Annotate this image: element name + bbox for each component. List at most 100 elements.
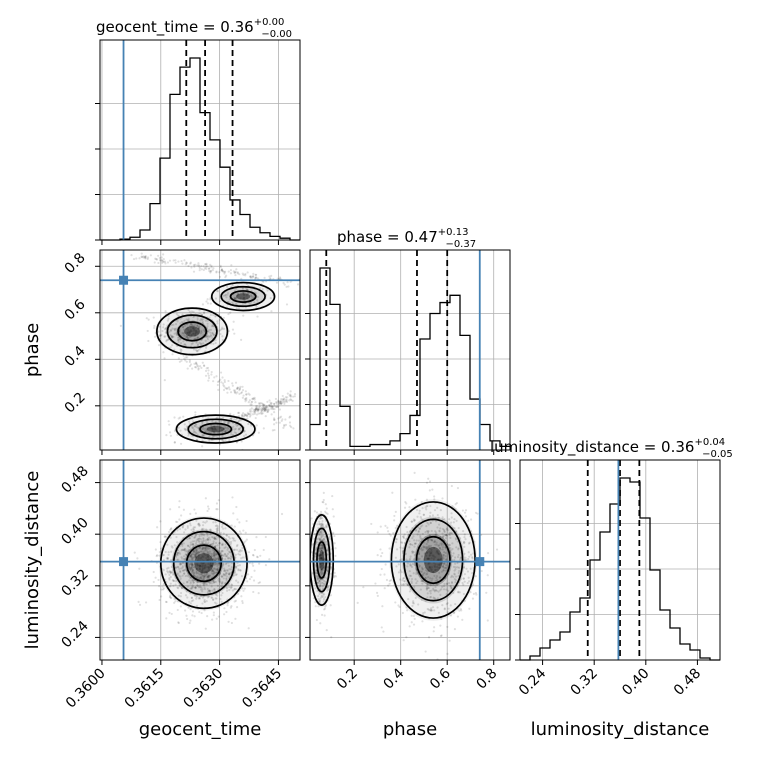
sample-point — [425, 585, 428, 588]
sample-point — [443, 566, 446, 570]
sample-point — [210, 370, 213, 374]
sample-point — [419, 588, 422, 591]
sample-point — [405, 525, 408, 529]
sample-point — [179, 605, 182, 608]
sample-point — [284, 418, 287, 421]
sample-point — [319, 530, 322, 533]
sample-point — [219, 332, 222, 336]
sample-point — [204, 319, 207, 322]
sample-point — [403, 506, 407, 509]
sample-point — [318, 523, 322, 526]
sample-point — [306, 568, 308, 570]
sample-point — [199, 564, 202, 567]
sample-point — [441, 536, 444, 539]
sample-point — [253, 301, 256, 304]
sample-point — [486, 552, 490, 555]
sample-point — [412, 558, 416, 561]
sample-point — [200, 331, 203, 334]
sample-point — [172, 533, 175, 536]
sample-point — [251, 553, 255, 557]
sample-point — [228, 541, 231, 544]
sample-point — [428, 552, 432, 555]
sample-point — [445, 582, 449, 585]
sample-point — [427, 546, 430, 549]
sample-point — [187, 334, 190, 337]
sample-point — [235, 392, 238, 395]
sample-point — [265, 408, 268, 411]
sample-point — [206, 537, 209, 541]
sample-point — [268, 405, 271, 408]
sample-point — [195, 597, 198, 600]
sample-point — [469, 518, 473, 521]
sample-point — [198, 312, 201, 315]
sample-point — [192, 528, 196, 531]
sample-point — [244, 390, 247, 393]
sample-point — [213, 551, 216, 554]
sample-point — [272, 423, 276, 426]
sample-point — [217, 579, 220, 582]
sample-point — [197, 597, 200, 600]
sample-point — [202, 555, 205, 558]
sample-point — [201, 568, 204, 572]
sample-point — [190, 587, 193, 590]
sample-point — [190, 587, 193, 590]
sample-point — [270, 405, 273, 408]
sample-point — [193, 365, 197, 369]
sample-point — [235, 567, 238, 570]
sample-point — [263, 276, 266, 279]
sample-point — [216, 322, 219, 325]
sample-point — [415, 571, 418, 574]
sample-point — [193, 574, 196, 578]
sample-point — [431, 488, 434, 491]
sample-point — [205, 554, 208, 557]
sample-point — [264, 406, 267, 409]
sample-point — [188, 565, 191, 568]
sample-point — [173, 601, 176, 604]
sample-point — [207, 574, 210, 577]
sample-point — [270, 405, 273, 408]
sample-point — [205, 334, 208, 338]
sample-point — [255, 305, 258, 308]
sample-point — [248, 399, 251, 402]
sample-point — [452, 521, 455, 524]
sample-point — [285, 398, 288, 401]
sample-point — [197, 577, 200, 580]
sample-point — [471, 597, 475, 600]
sample-point — [317, 554, 321, 557]
sample-point — [210, 325, 214, 328]
sample-point — [222, 327, 226, 330]
sample-point — [200, 595, 203, 598]
sample-point — [211, 563, 214, 567]
sample-point — [379, 555, 383, 558]
sample-point — [211, 430, 214, 433]
sample-point — [425, 573, 428, 576]
sample-point — [439, 535, 442, 538]
sample-point — [205, 455, 207, 457]
sample-point — [207, 566, 211, 570]
sample-point — [214, 420, 217, 423]
ylabel-luminosity-distance: luminosity_distance — [22, 471, 43, 650]
sample-point — [319, 547, 322, 550]
sample-point — [175, 520, 178, 523]
sample-point — [204, 346, 208, 349]
sample-point — [208, 538, 211, 541]
sample-point — [457, 571, 460, 575]
sample-point — [252, 408, 255, 411]
sample-point — [175, 327, 178, 330]
sample-point — [213, 425, 216, 428]
sample-point — [187, 317, 190, 320]
sample-point — [236, 543, 239, 547]
sample-point — [427, 557, 430, 560]
sample-point — [424, 566, 427, 569]
sample-point — [230, 417, 233, 420]
sample-point — [303, 521, 305, 523]
sample-point — [174, 566, 177, 569]
sample-point — [447, 589, 450, 592]
sample-point — [198, 566, 201, 569]
sample-point — [191, 562, 194, 565]
sample-point — [289, 394, 292, 397]
sample-point — [226, 421, 230, 424]
sample-point — [194, 413, 197, 417]
sample-point — [186, 526, 189, 529]
sample-point — [162, 583, 165, 586]
